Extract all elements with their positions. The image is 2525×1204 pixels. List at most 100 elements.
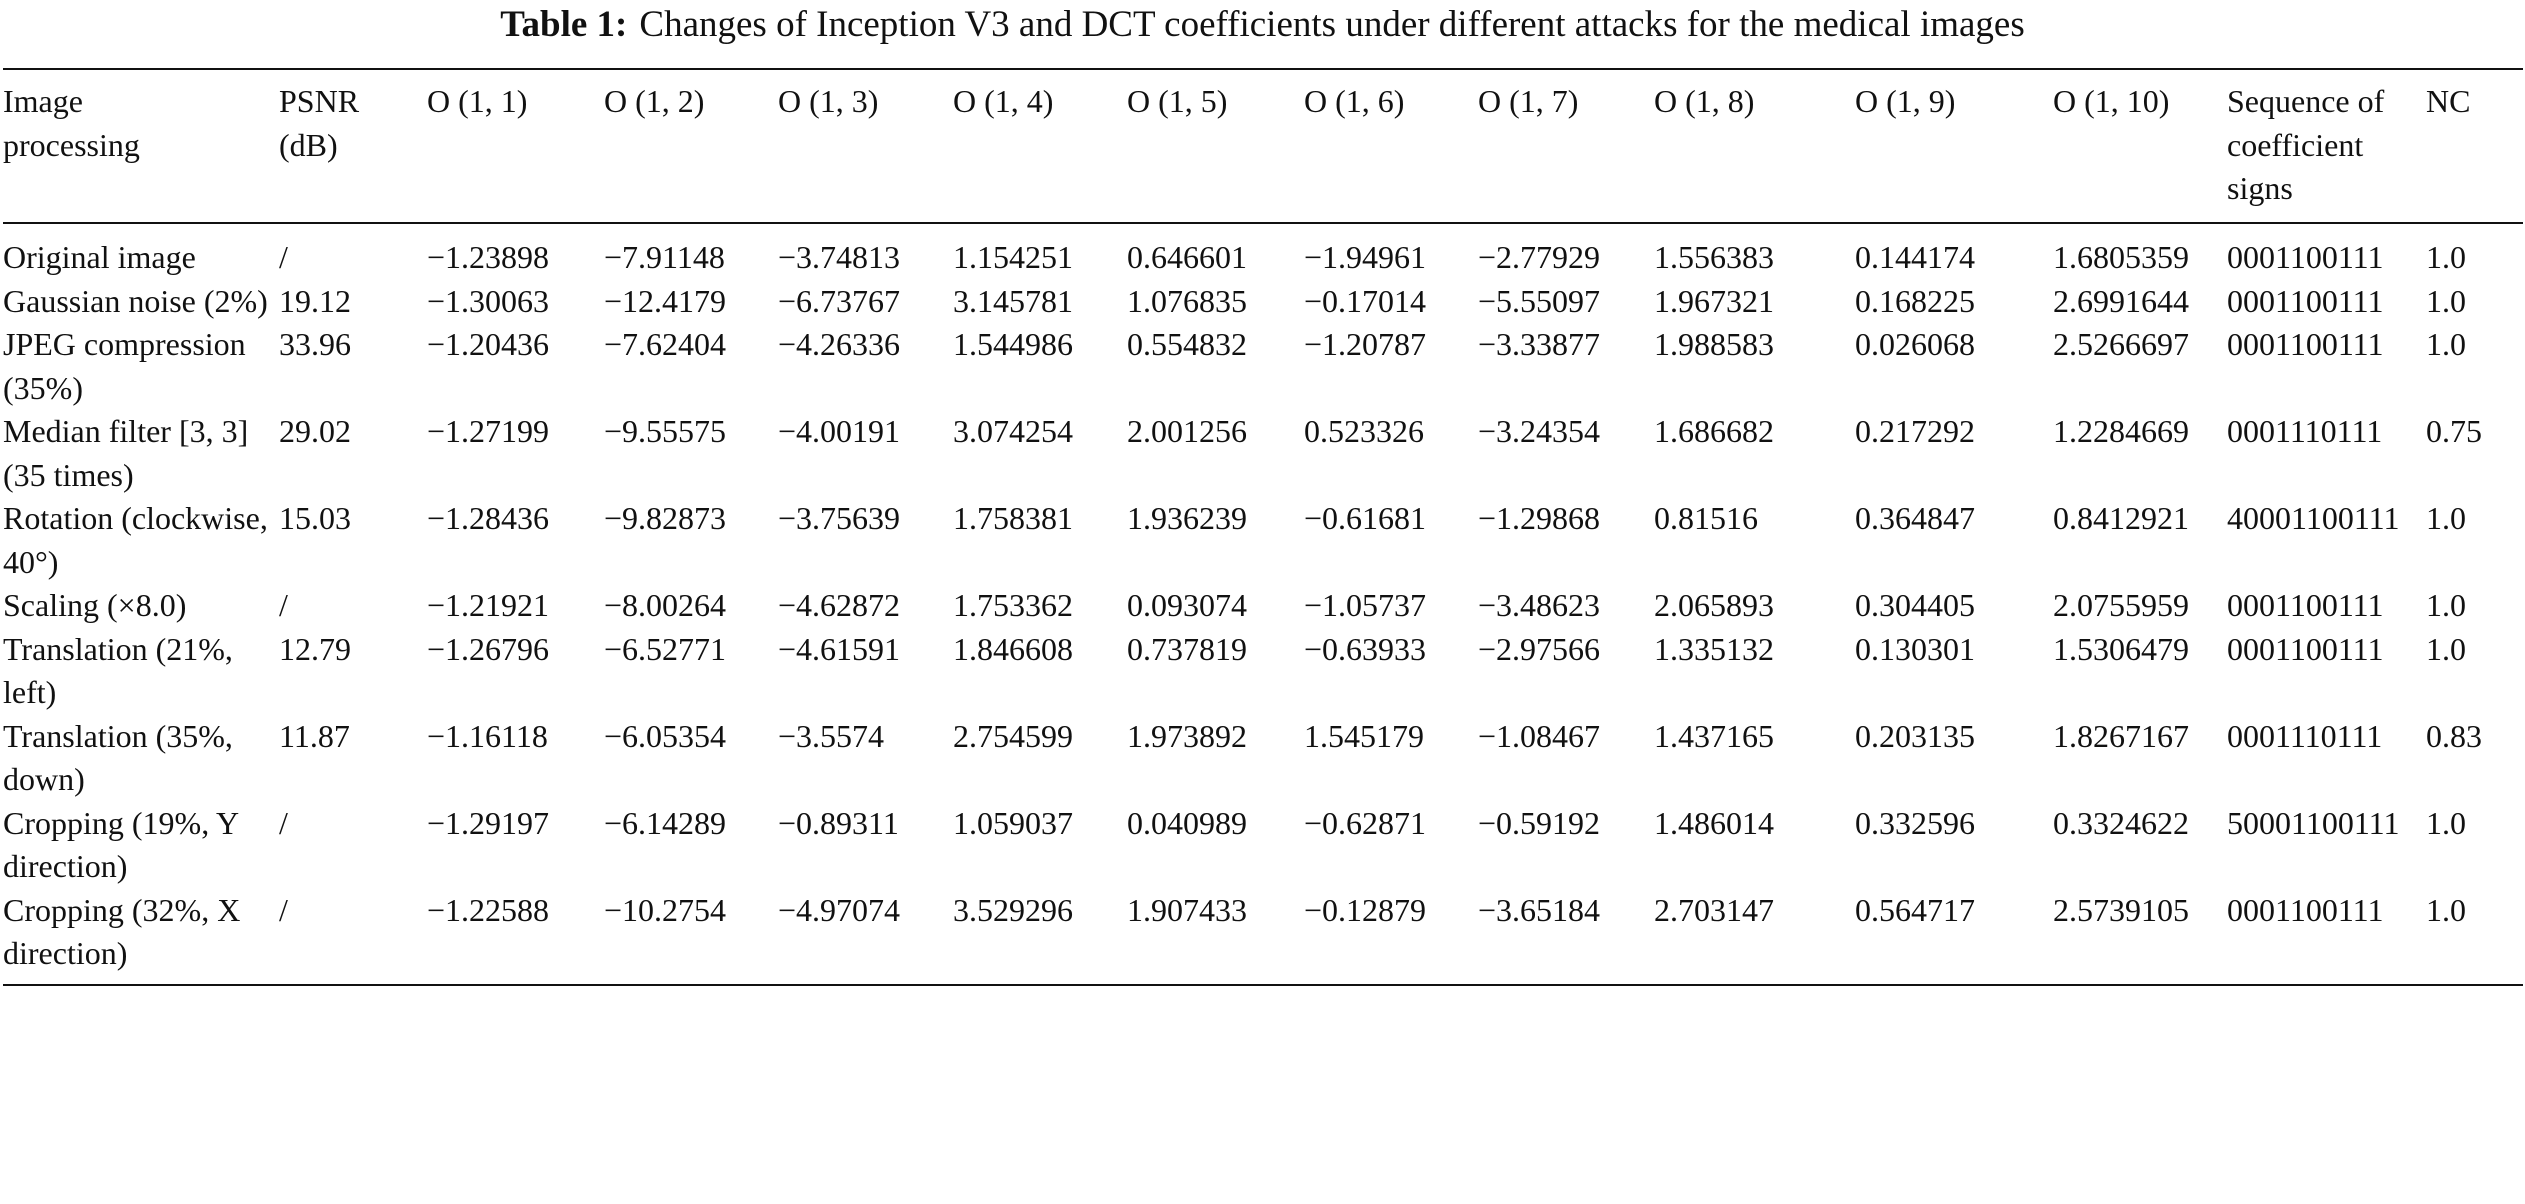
cell-image-processing: JPEG compression (35%) <box>3 326 246 406</box>
cell-o-1-2: −9.55575 <box>604 413 727 449</box>
cell-o-1-3: −4.97074 <box>778 891 901 928</box>
cell-image-processing: Rotation (clockwise, 40°) <box>3 500 268 580</box>
table-title: Changes of Inception V3 and DCT coeffici… <box>639 4 2025 45</box>
cell-psnr: 19.12 <box>279 282 351 319</box>
cell-o-1-6: −0.17014 <box>1304 282 1427 319</box>
cell-o-1-6: −1.20787 <box>1304 326 1427 362</box>
cell-image-processing: Scaling (×8.0) <box>3 587 187 623</box>
cell-o-1-9: 0.130301 <box>1855 630 1975 667</box>
cell-psnr: 11.87 <box>279 717 350 754</box>
cell-o-1-6: −1.94961 <box>1304 239 1427 275</box>
cell-o-1-8: 1.335132 <box>1654 630 1774 667</box>
cell-o-1-1: −1.23898 <box>427 239 550 275</box>
cell-psnr: 29.02 <box>279 413 351 449</box>
cell-psnr: / <box>279 804 288 841</box>
cell-o-1-1: −1.30063 <box>427 282 550 319</box>
cell-o-1-9: 0.144174 <box>1855 239 1975 275</box>
cell-sign-sequence: 0001110111 <box>2227 413 2383 449</box>
header-o-1-7: O (1, 7) <box>1478 83 1579 119</box>
table-row: Median filter [3, 3] (35 times) 29.02 −1.2… <box>3 410 2523 497</box>
cell-o-1-3: −3.5574 <box>778 717 885 754</box>
cell-nc: 0.75 <box>2426 413 2482 449</box>
cell-o-1-8: 2.703147 <box>1654 891 1774 928</box>
header-image-processing: Image processing <box>3 83 140 163</box>
cell-o-1-7: −2.97566 <box>1478 630 1601 667</box>
cell-o-1-8: 1.988583 <box>1654 326 1774 362</box>
cell-o-1-9: 0.217292 <box>1855 413 1975 449</box>
cell-o-1-9: 0.304405 <box>1855 587 1975 623</box>
cell-o-1-6: −0.61681 <box>1304 500 1427 536</box>
header-o-1-3: O (1, 3) <box>778 83 879 119</box>
cell-image-processing: Translation (21%, left) <box>3 630 233 711</box>
cell-o-1-7: −3.48623 <box>1478 587 1601 623</box>
cell-o-1-8: 1.967321 <box>1654 282 1774 319</box>
cell-o-1-8: 0.81516 <box>1654 500 1758 536</box>
cell-o-1-5: 1.076835 <box>1127 282 1247 319</box>
table-caption: Table 1: Changes of Inception V3 and DCT … <box>0 2 2525 48</box>
cell-o-1-3: −4.62872 <box>778 587 901 623</box>
cell-o-1-4: 1.758381 <box>953 500 1073 536</box>
cell-o-1-2: −7.62404 <box>604 326 727 362</box>
cell-o-1-1: −1.16118 <box>427 717 548 754</box>
table-label: Table 1: <box>500 4 628 45</box>
cell-nc: 0.83 <box>2426 717 2482 754</box>
cell-nc: 1.0 <box>2426 804 2466 841</box>
cell-psnr: / <box>279 587 288 623</box>
cell-o-1-5: 1.907433 <box>1127 891 1247 928</box>
cell-o-1-9: 0.564717 <box>1855 891 1975 928</box>
cell-o-1-5: 0.737819 <box>1127 630 1247 667</box>
cell-o-1-10: 1.2284669 <box>2053 413 2189 449</box>
table-row: Scaling (×8.0) / −1.21921 −8.00264 −4.62872 1… <box>3 584 2523 628</box>
cell-o-1-10: 2.5266697 <box>2053 326 2189 362</box>
coefficients-table: Image processing PSNR (dB) O (1, 1) O (1, 2… <box>3 68 2523 986</box>
cell-o-1-7: −3.65184 <box>1478 891 1601 928</box>
cell-nc: 1.0 <box>2426 587 2466 623</box>
cell-o-1-3: −0.89311 <box>778 804 899 841</box>
table-row: JPEG compression (35%) 33.96 −1.20436 −7.62… <box>3 323 2523 410</box>
cell-o-1-8: 1.437165 <box>1654 717 1774 754</box>
cell-o-1-10: 0.8412921 <box>2053 500 2189 536</box>
cell-image-processing: Cropping (19%, Y direction) <box>3 804 238 885</box>
cell-o-1-3: −3.74813 <box>778 239 901 275</box>
cell-o-1-7: −1.08467 <box>1478 717 1601 754</box>
cell-o-1-5: 0.554832 <box>1127 326 1247 362</box>
cell-psnr: 33.96 <box>279 326 351 362</box>
cell-o-1-6: 1.545179 <box>1304 717 1424 754</box>
cell-o-1-5: 2.001256 <box>1127 413 1247 449</box>
cell-o-1-1: −1.29197 <box>427 804 550 841</box>
cell-o-1-10: 2.0755959 <box>2053 587 2189 623</box>
cell-o-1-3: −4.26336 <box>778 326 901 362</box>
cell-sign-sequence: 0001100111 <box>2227 282 2384 319</box>
cell-o-1-9: 0.026068 <box>1855 326 1975 362</box>
header-sign-sequence: Sequence of coefficient signs <box>2227 83 2385 206</box>
cell-o-1-3: −3.75639 <box>778 500 901 536</box>
cell-nc: 1.0 <box>2426 500 2466 536</box>
cell-image-processing: Gaussian noise (2%) <box>3 282 268 319</box>
header-o-1-6: O (1, 6) <box>1304 83 1405 119</box>
cell-o-1-10: 1.6805359 <box>2053 239 2189 275</box>
cell-psnr: 15.03 <box>279 500 351 536</box>
cell-sign-sequence: 0001100111 <box>2227 630 2384 667</box>
cell-nc: 1.0 <box>2426 326 2466 362</box>
cell-o-1-5: 0.040989 <box>1127 804 1247 841</box>
cell-o-1-1: −1.20436 <box>427 326 550 362</box>
cell-sign-sequence: 0001110111 <box>2227 717 2383 754</box>
cell-o-1-6: −0.63933 <box>1304 630 1427 667</box>
cell-o-1-7: −2.77929 <box>1478 239 1601 275</box>
cell-o-1-10: 1.5306479 <box>2053 630 2189 667</box>
cell-o-1-1: −1.27199 <box>427 413 550 449</box>
cell-o-1-4: 1.154251 <box>953 239 1073 275</box>
cell-o-1-9: 0.332596 <box>1855 804 1975 841</box>
cell-o-1-8: 1.556383 <box>1654 239 1774 275</box>
cell-o-1-2: −8.00264 <box>604 587 727 623</box>
cell-o-1-4: 1.544986 <box>953 326 1073 362</box>
cell-o-1-8: 1.686682 <box>1654 413 1774 449</box>
cell-o-1-4: 1.753362 <box>953 587 1073 623</box>
header-o-1-2: O (1, 2) <box>604 83 705 119</box>
cell-o-1-9: 0.203135 <box>1855 717 1975 754</box>
header-o-1-8: O (1, 8) <box>1654 83 1755 119</box>
cell-o-1-3: −4.00191 <box>778 413 901 449</box>
cell-o-1-6: 0.523326 <box>1304 413 1424 449</box>
cell-sign-sequence: 0001100111 <box>2227 239 2384 275</box>
cell-o-1-6: −0.12879 <box>1304 891 1427 928</box>
